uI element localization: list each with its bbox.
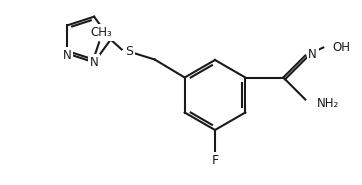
Text: N: N [308, 48, 317, 61]
Text: OH: OH [332, 41, 350, 54]
Text: NH₂: NH₂ [317, 97, 340, 110]
Text: N: N [90, 56, 98, 69]
Text: F: F [211, 154, 219, 166]
Text: CH₃: CH₃ [90, 26, 112, 39]
Text: S: S [125, 45, 133, 58]
Text: N: N [63, 49, 72, 62]
